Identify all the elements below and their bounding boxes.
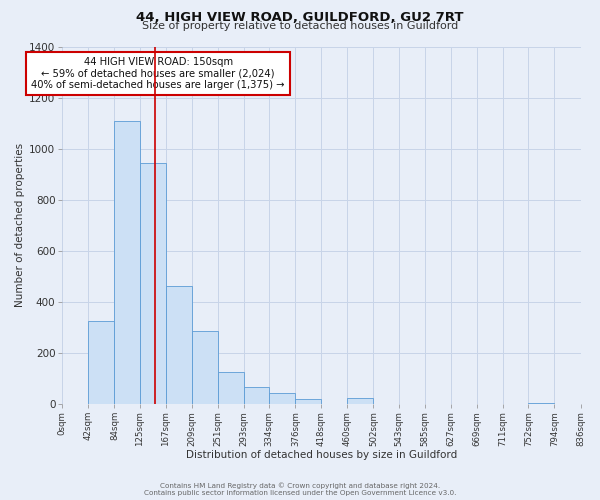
Bar <box>115 120 140 404</box>
Bar <box>347 398 373 404</box>
Text: Contains HM Land Registry data © Crown copyright and database right 2024.: Contains HM Land Registry data © Crown c… <box>160 482 440 489</box>
Bar <box>140 162 166 404</box>
Text: Size of property relative to detached houses in Guildford: Size of property relative to detached ho… <box>142 21 458 31</box>
Bar <box>192 331 218 404</box>
Bar <box>244 386 269 404</box>
Text: Contains public sector information licensed under the Open Government Licence v3: Contains public sector information licen… <box>144 490 456 496</box>
X-axis label: Distribution of detached houses by size in Guildford: Distribution of detached houses by size … <box>186 450 457 460</box>
Bar <box>218 372 244 404</box>
Bar <box>269 392 295 404</box>
Bar <box>295 400 322 404</box>
Y-axis label: Number of detached properties: Number of detached properties <box>15 143 25 308</box>
Text: 44 HIGH VIEW ROAD: 150sqm
← 59% of detached houses are smaller (2,024)
40% of se: 44 HIGH VIEW ROAD: 150sqm ← 59% of detac… <box>31 57 285 90</box>
Bar <box>166 286 192 404</box>
Text: 44, HIGH VIEW ROAD, GUILDFORD, GU2 7RT: 44, HIGH VIEW ROAD, GUILDFORD, GU2 7RT <box>136 11 464 24</box>
Bar <box>529 402 554 404</box>
Bar <box>88 321 115 404</box>
